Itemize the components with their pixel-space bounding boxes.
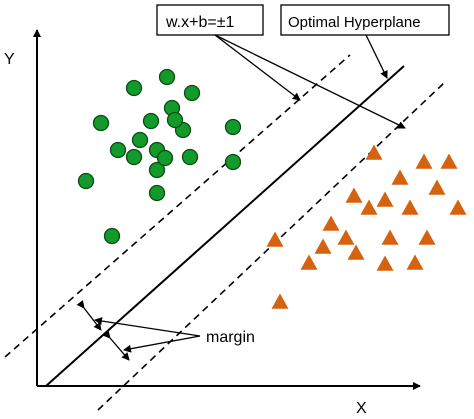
equation-arrow-to-lower	[214, 34, 406, 129]
class-a-circle	[166, 111, 184, 129]
class-b-triangle	[360, 199, 378, 215]
equation-box	[156, 4, 264, 36]
class-a-circle	[156, 149, 174, 167]
class-a-points	[77, 68, 242, 245]
class-b-triangle	[406, 254, 424, 270]
margin-arrow-upper	[76, 300, 102, 331]
class-a-circle	[77, 172, 95, 190]
class-b-triangle	[271, 293, 289, 309]
class-a-circle	[131, 131, 149, 149]
equation-label: w.x+b=±1	[165, 14, 234, 31]
class-a-circle	[92, 114, 110, 132]
class-a-circle	[142, 112, 160, 130]
class-a-circle	[125, 79, 143, 97]
class-a-circle	[183, 84, 201, 102]
class-a-circle	[109, 141, 127, 159]
x-axis-label: X	[356, 400, 367, 417]
class-a-circle	[103, 227, 121, 245]
margin-pointer-1	[94, 317, 201, 337]
class-b-triangle	[337, 229, 355, 245]
class-a-circle	[148, 161, 166, 179]
margin-line-upper	[4, 54, 351, 358]
class-b-triangle	[314, 238, 332, 254]
class-a-circle	[224, 153, 242, 171]
class-a-circle	[224, 118, 242, 136]
margin-label: margin	[206, 329, 255, 346]
equation-arrow-to-upper	[214, 34, 301, 101]
class-b-triangle	[415, 153, 433, 169]
margin-pointer-2	[123, 335, 201, 353]
class-a-circle	[181, 148, 199, 166]
class-b-triangle	[440, 153, 458, 169]
class-b-triangle	[428, 179, 446, 195]
class-b-triangle	[365, 144, 383, 160]
class-a-circle	[125, 148, 143, 166]
class-a-circle	[148, 184, 166, 202]
class-b-triangle	[376, 255, 394, 271]
class-b-points	[266, 144, 467, 309]
class-b-triangle	[418, 229, 436, 245]
y-axis-label: Y	[4, 51, 15, 68]
margin-line-lower	[97, 82, 445, 411]
class-b-triangle	[449, 199, 467, 215]
class-b-triangle	[347, 244, 365, 260]
hyperplane-arrow	[365, 34, 388, 79]
class-b-triangle	[401, 199, 419, 215]
class-b-triangle	[376, 191, 394, 207]
class-b-triangle	[300, 254, 318, 270]
hyperplane-label: Optimal Hyperplane	[288, 14, 421, 31]
class-b-triangle	[345, 187, 363, 203]
class-a-circle	[158, 68, 176, 86]
class-b-triangle	[322, 215, 340, 231]
class-b-triangle	[381, 229, 399, 245]
margin-arrow-lower	[102, 330, 130, 361]
class-b-triangle	[266, 231, 284, 247]
class-b-triangle	[391, 169, 409, 185]
hyperplane-box	[280, 4, 450, 36]
